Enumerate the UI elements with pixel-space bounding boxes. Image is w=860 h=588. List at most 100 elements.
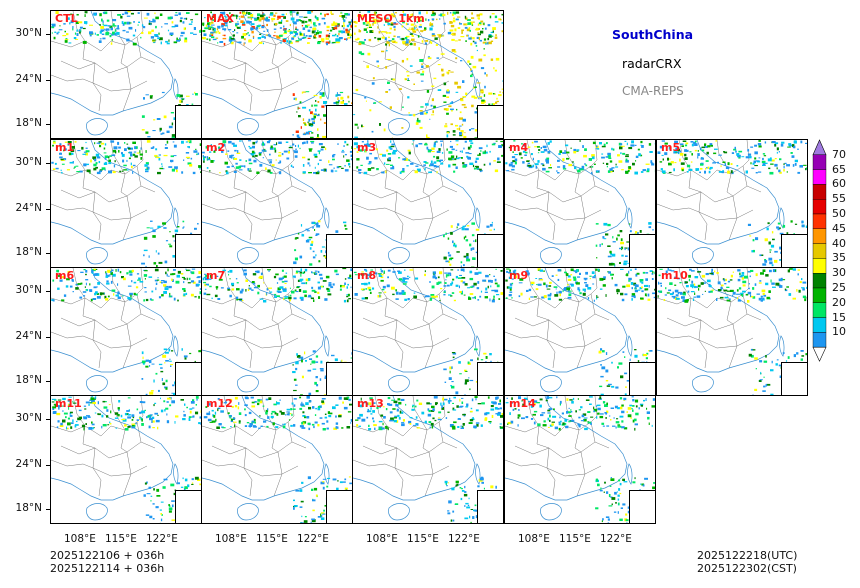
province-boundary (211, 56, 293, 74)
radar-map (353, 140, 503, 267)
radar-echoes (202, 140, 352, 266)
radar-echoes (51, 268, 201, 395)
south-china-sea-inset (629, 234, 655, 267)
radar-map (51, 396, 201, 523)
colorbar-swatch (812, 302, 827, 318)
province-boundary (362, 313, 444, 331)
panel-label: m4 (509, 141, 529, 154)
colorbar-swatch (812, 243, 827, 259)
taiwan-outline (627, 207, 633, 229)
province-boundary (202, 74, 299, 92)
hainan-outline (237, 118, 259, 136)
province-boundary (261, 11, 283, 112)
panel-label: m1 (55, 141, 75, 154)
lon-tick-label: 122°E (600, 533, 632, 545)
taiwan-outline (173, 207, 179, 229)
province-boundary (60, 56, 142, 74)
lat-tick-label: 30°N (15, 412, 42, 424)
lat-tick-mark (46, 253, 50, 254)
lat-tick-label: 24°N (15, 73, 42, 85)
province-boundary (353, 459, 450, 477)
radar-echoes (657, 268, 807, 395)
colorbar-level-label: 65 (832, 162, 846, 176)
radar-map (202, 140, 352, 266)
south-china-sea-inset (175, 490, 201, 523)
province-boundary (60, 441, 142, 459)
lat-tick-mark (46, 381, 50, 382)
taiwan-outline (173, 335, 179, 357)
colorbar-swatch (812, 169, 827, 185)
south-china-sea-inset (477, 234, 503, 267)
coastline (353, 11, 476, 116)
radar-echoes (202, 268, 352, 395)
province-boundary (223, 11, 253, 112)
province-boundary (51, 331, 148, 349)
province-boundary (505, 459, 602, 477)
lon-tick-label: 115°E (105, 533, 137, 545)
province-boundary (51, 203, 148, 221)
province-boundary (110, 268, 132, 369)
radar-map (657, 268, 807, 395)
panel-label: m12 (206, 397, 233, 410)
province-boundary (261, 268, 283, 369)
taiwan-outline (779, 207, 785, 229)
hainan-outline (86, 247, 108, 265)
map-panel-m9: m9 (504, 267, 656, 396)
hainan-outline (86, 375, 108, 393)
lon-tick-label: 122°E (297, 533, 329, 545)
hainan-outline (237, 247, 259, 265)
province-boundary (514, 313, 596, 331)
model-title: CMA-REPS (622, 84, 684, 98)
coastline (353, 396, 476, 501)
province-boundary (353, 331, 450, 349)
province-boundary (136, 396, 156, 449)
province-boundary (657, 203, 754, 221)
lat-tick-mark (46, 419, 50, 420)
coastline (657, 140, 780, 245)
lat-tick-label: 30°N (15, 284, 42, 296)
colorbar-level-label: 10 (832, 325, 846, 339)
variable-title: radarCRX (622, 56, 682, 71)
panel-label: m9 (509, 269, 529, 282)
lat-tick-mark (46, 291, 50, 292)
map-panel-m14: m14 (504, 395, 656, 524)
taiwan-outline (779, 335, 785, 357)
province-boundary (514, 441, 596, 459)
province-boundary (374, 140, 404, 241)
taiwan-outline (627, 335, 633, 357)
coastline (202, 268, 325, 373)
colorbar-swatch (812, 258, 827, 274)
lat-tick-label: 24°N (15, 458, 42, 470)
valid-time-cst: 2025122302(CST) (697, 562, 797, 575)
radar-map (202, 268, 352, 395)
lat-tick-mark (46, 509, 50, 510)
province-boundary (287, 140, 307, 193)
lat-tick-mark (46, 163, 50, 164)
taiwan-outline (173, 78, 179, 100)
province-boundary (223, 140, 253, 241)
colorbar-level-label: 50 (832, 207, 846, 220)
map-panel-m10: m10 (656, 267, 808, 396)
colorbar-swatch (812, 332, 827, 348)
panel-label: m6 (55, 269, 75, 282)
radar-map (51, 268, 201, 395)
hainan-outline (388, 503, 410, 521)
south-china-sea-inset (477, 490, 503, 523)
panel-label: MESO_1km (357, 12, 425, 25)
taiwan-outline (324, 335, 330, 357)
south-china-sea-inset (477, 105, 503, 138)
map-panel-m2: m2 (201, 139, 353, 268)
province-boundary (60, 313, 142, 331)
colorbar-swatch (812, 317, 827, 333)
south-china-sea-inset (326, 105, 352, 138)
colorbar-level-label: 35 (832, 251, 846, 265)
lat-tick-label: 24°N (15, 330, 42, 342)
valid-time-block: 2025122218(UTC) 2025122302(CST) (697, 549, 797, 575)
panel-label: m2 (206, 141, 226, 154)
panel-label: CTL (55, 12, 78, 25)
hainan-outline (237, 503, 259, 521)
panel-label: m8 (357, 269, 377, 282)
radar-echoes (505, 140, 655, 267)
province-boundary (505, 331, 602, 349)
colorbar-level-label: 45 (832, 221, 846, 235)
